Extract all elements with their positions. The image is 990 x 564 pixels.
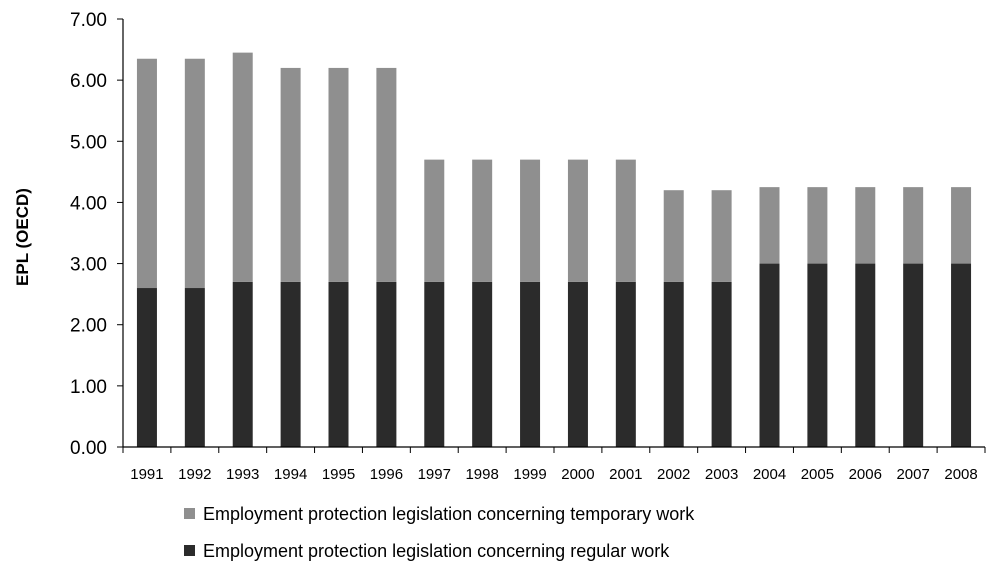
bar-segment-regular: [520, 281, 541, 447]
legend: Employment protection legislation concer…: [184, 504, 695, 561]
bar-segment-temporary: [472, 159, 493, 282]
bar-segment-temporary: [663, 190, 684, 282]
bar-segment-regular: [807, 263, 828, 447]
legend-label-regular: Employment protection legislation concer…: [203, 541, 670, 561]
bar-segment-temporary: [903, 187, 924, 264]
bar-segment-regular: [759, 263, 780, 447]
legend-label-temporary: Employment protection legislation concer…: [203, 504, 695, 524]
bar-segment-regular: [472, 281, 493, 447]
y-tick-label: 6.00: [70, 71, 107, 92]
bar-segment-temporary: [615, 159, 636, 282]
bar-segment-temporary: [424, 159, 445, 282]
bar-segment-temporary: [855, 187, 876, 264]
bar-segment-regular: [424, 281, 445, 447]
x-tick-label: 2007: [896, 466, 929, 483]
x-tick-label: 1994: [274, 466, 307, 483]
bar-segment-temporary: [711, 190, 732, 282]
bar-segment-temporary: [567, 159, 588, 282]
bar-segment-regular: [567, 281, 588, 447]
bar-segment-temporary: [951, 187, 972, 264]
bar-segment-temporary: [184, 58, 205, 289]
x-tick-label: 1996: [370, 466, 403, 483]
bars: [136, 52, 972, 447]
y-tick-label: 0.00: [70, 438, 107, 459]
bar-segment-regular: [711, 281, 732, 447]
legend-swatch-regular: [184, 545, 195, 556]
y-axis-title: EPL (OECD): [13, 188, 32, 286]
bar-segment-temporary: [232, 52, 253, 282]
y-tick-label: 7.00: [70, 10, 107, 31]
x-axis-labels: 1991 1992 1993 1994 1995 1996 1997 1998 1999 2000…: [130, 466, 977, 483]
bar-segment-regular: [184, 288, 205, 447]
bar-segment-regular: [280, 281, 301, 447]
bar-segment-regular: [615, 281, 636, 447]
x-tick-label: 2008: [944, 466, 977, 483]
y-axis-ticks: 0.00 1.00 2.00 3.00 4.00 5.00 6.00 7.00: [70, 10, 123, 459]
y-tick-label: 3.00: [70, 255, 107, 276]
axes: [122, 19, 986, 453]
bar-segment-regular: [232, 281, 253, 447]
bar-segment-regular: [136, 288, 157, 447]
x-tick-label: 1998: [465, 466, 498, 483]
x-tick-label: 2005: [801, 466, 834, 483]
y-tick-label: 4.00: [70, 193, 107, 214]
bar-segment-temporary: [759, 187, 780, 264]
x-tick-label: 2001: [609, 466, 642, 483]
y-tick-label: 2.00: [70, 316, 107, 337]
bar-segment-regular: [376, 281, 397, 447]
x-tick-label: 1991: [130, 466, 163, 483]
bar-segment-temporary: [807, 187, 828, 264]
legend-swatch-temporary: [184, 508, 195, 519]
bar-segment-regular: [328, 281, 349, 447]
x-tick-label: 2004: [753, 466, 786, 483]
x-tick-label: 2003: [705, 466, 738, 483]
x-tick-label: 1997: [418, 466, 451, 483]
bar-segment-temporary: [376, 67, 397, 282]
bar-segment-regular: [663, 281, 684, 447]
bar-segment-regular: [951, 263, 972, 447]
y-tick-label: 1.00: [70, 377, 107, 398]
x-tick-label: 1995: [322, 466, 355, 483]
x-tick-label: 1999: [513, 466, 546, 483]
x-tick-label: 1992: [178, 466, 211, 483]
bar-segment-temporary: [520, 159, 541, 282]
x-tick-label: 1993: [226, 466, 259, 483]
x-tick-label: 2002: [657, 466, 690, 483]
bar-segment-regular: [855, 263, 876, 447]
x-tick-label: 2006: [849, 466, 882, 483]
bar-segment-regular: [903, 263, 924, 447]
y-tick-label: 5.00: [70, 132, 107, 153]
bar-segment-temporary: [280, 67, 301, 282]
bar-segment-temporary: [328, 67, 349, 282]
x-tick-label: 2000: [561, 466, 594, 483]
bar-segment-temporary: [136, 58, 157, 289]
